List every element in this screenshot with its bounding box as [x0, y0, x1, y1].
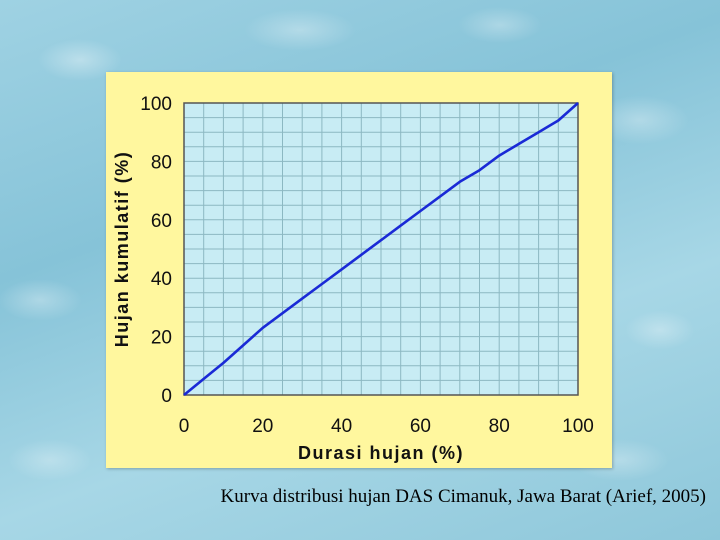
x-tick-label: 100	[562, 416, 594, 437]
x-tick-label: 60	[410, 416, 431, 437]
x-axis-title: Durasi hujan (%)	[298, 443, 464, 463]
y-tick-label: 80	[151, 152, 172, 173]
y-tick-label: 40	[151, 269, 172, 290]
y-tick-label: 60	[151, 211, 172, 232]
y-tick-label: 0	[161, 386, 172, 407]
y-tick-label: 20	[151, 328, 172, 349]
y-axis-title: Hujan kumulatif (%)	[112, 151, 132, 348]
grid	[183, 102, 579, 396]
x-tick-labels: 0 20 40 60 80 100	[179, 416, 594, 437]
line-chart: 0 20 40 60 80 100 0 20 40 60 80 100 Durasi hujan (…	[112, 94, 594, 463]
figure-caption: Kurva distribusi hujan DAS Cimanuk, Jawa…	[220, 486, 706, 507]
series-line	[183, 102, 579, 397]
x-tick-label: 0	[179, 416, 190, 437]
y-tick-labels: 0 20 40 60 80 100	[140, 94, 172, 407]
x-tick-label: 20	[252, 416, 273, 437]
x-tick-label: 40	[331, 416, 352, 437]
plot-frame	[183, 102, 579, 396]
chart-panel: 0 20 40 60 80 100 0 20 40 60 80 100 Durasi hujan (…	[106, 72, 612, 468]
y-tick-label: 100	[140, 94, 172, 115]
x-tick-label: 80	[489, 416, 510, 437]
data-layer	[183, 102, 579, 397]
